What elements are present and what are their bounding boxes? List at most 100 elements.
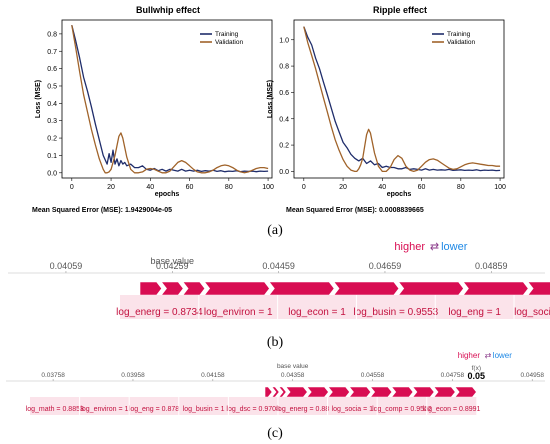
ripple-x-axis: 0 20 40 60 80 100 [302, 178, 506, 191]
force-positive-segment [306, 386, 329, 398]
force-tick-label: 0.04158 [201, 372, 225, 379]
y-tick-label: 0.2 [279, 143, 289, 150]
force-positive-feature-label: log_energ = 0.88 [276, 406, 329, 413]
force-positive-segment [327, 386, 350, 398]
y-tick-label: 0.6 [279, 90, 289, 97]
y-tick-label: 0.5 [47, 83, 57, 90]
force-tick-label: 0.04059 [50, 261, 83, 271]
x-tick-label: 80 [225, 184, 233, 191]
x-tick-label: 80 [457, 184, 465, 191]
bullwhip-ylabel: Loss (MSE) [35, 80, 42, 118]
force-tick-label: 0.04958 [520, 372, 544, 379]
arrows-icon: ⇄ [485, 351, 492, 360]
force-positive-tail-segment [139, 281, 162, 296]
force-positive-tail-segment [264, 386, 273, 398]
figure-label-b: (b) [267, 335, 284, 350]
force-tick-label: 0.04259 [156, 261, 189, 271]
fx-value: 0.05 [468, 371, 486, 381]
force-positive-segment [268, 281, 335, 296]
force-positive-segment [348, 386, 372, 398]
force-positive-feature-label: log_comp = 0.9522 [372, 406, 432, 413]
force-positive-segment [370, 386, 393, 398]
ripple-series [303, 26, 501, 173]
force-positive-feature-label: log_busin = 1 [183, 406, 225, 413]
bullwhip-x-axis: 0 20 40 60 80 100 [70, 178, 274, 191]
ripple-y-axis: 0.0 0.2 0.4 0.6 0.8 1.0 [279, 37, 294, 176]
bullwhip-chart-title: Bullwhip effect [136, 5, 200, 15]
force-label-band [30, 397, 477, 415]
bullwhip-y-axis: 0.0 0.1 0.2 0.3 0.4 0.5 0.6 0.7 0.8 [47, 31, 62, 177]
force-tick-label: 0.04558 [361, 372, 385, 379]
force-tick-label: 0.04758 [441, 372, 465, 379]
force-positive-segment [527, 281, 550, 296]
higher-label: higher [458, 351, 481, 360]
force-positive-segment [454, 386, 477, 398]
force-tick-label: 0.03958 [121, 372, 145, 379]
ripple-legend-training: Training [447, 31, 471, 38]
force-tick-label: 0.04358 [281, 372, 305, 379]
force-positive-segment [412, 386, 435, 398]
higher-label: higher [394, 241, 425, 253]
bullwhip-chart: Bullwhip effect 0.0 0.1 0.2 0.3 0.4 0.5 0.6 0.7… [32, 5, 274, 214]
fx-label: f(x) [472, 365, 481, 372]
bullwhip-series [71, 25, 269, 174]
force-positive-tail-segment [160, 281, 184, 296]
bullwhip-legend-training: Training [215, 31, 239, 38]
ripple-xlabel: epochs [387, 191, 412, 198]
force-positive-segment [398, 281, 464, 296]
ripple-chart: Ripple effect 0.0 0.2 0.4 0.6 0.8 1.0 0 20 40 60… [267, 5, 506, 214]
figure-label-a: (a) [267, 223, 283, 238]
x-tick-label: 40 [146, 184, 154, 191]
series-line-training [71, 25, 269, 173]
force-positive-segment [204, 281, 270, 296]
bullwhip-xlabel: epochs [155, 191, 180, 198]
force-positive-feature-label: log_econ = 1 [288, 307, 346, 318]
x-tick-label: 60 [186, 184, 194, 191]
ripple-ylabel: Loss (MSE) [267, 80, 274, 118]
force-positive-tail-segment [278, 386, 287, 398]
ripple-chart-title: Ripple effect [373, 5, 427, 15]
y-tick-label: 0.0 [279, 169, 289, 176]
bullwhip-legend-validation: Validation [215, 39, 243, 46]
x-tick-label: 40 [378, 184, 386, 191]
force-positive-feature-label: log_socia = 1 [332, 406, 374, 413]
y-tick-label: 0.6 [47, 66, 57, 73]
y-tick-label: 0.4 [47, 101, 57, 108]
force-positive-feature-label: log_environ = 1 [204, 307, 273, 318]
force-positive-feature-label: log_eng = 0.878 [129, 406, 180, 413]
force-plot-c: higher ⇄ lower 0.03758 0.03958 0.04158 0.04358… [6, 351, 545, 415]
x-tick-label: 20 [107, 184, 115, 191]
lower-label: lower [493, 351, 512, 360]
force-positive-segment [333, 281, 400, 296]
bullwhip-legend: Training Validation [200, 31, 243, 46]
force-tick-label: 0.04659 [369, 261, 402, 271]
y-tick-label: 0.7 [47, 49, 57, 56]
force-plot-b: higher ⇄ lower 0.04059 0.04259 0.04459 0.04659… [8, 241, 550, 319]
force-tick-label: 0.04859 [475, 261, 508, 271]
lower-label: lower [441, 241, 468, 253]
force-positive-segment [391, 386, 414, 398]
force-positive-tail-segment [182, 281, 206, 296]
bullwhip-plot-frame [61, 19, 273, 179]
x-tick-label: 100 [262, 184, 274, 191]
force-positive-segment [433, 386, 456, 398]
force-positive-feature-label: log_busin = 0.9553 [353, 307, 438, 318]
arrows-icon: ⇄ [430, 241, 439, 253]
force-positive-feature-label: log_socia = 0.982 [514, 307, 550, 318]
ripple-plot-frame [293, 19, 505, 179]
force-positive-segment [285, 386, 308, 398]
y-tick-label: 0.8 [47, 31, 57, 38]
base-value-label: base value [151, 256, 195, 266]
y-tick-label: 1.0 [279, 37, 289, 44]
figure-label-c: (c) [267, 426, 283, 441]
y-tick-label: 0.0 [47, 170, 57, 177]
force-positive-feature-label: log_eng = 1 [448, 307, 501, 318]
ripple-mse-footer: Mean Squared Error (MSE): 0.0008839665 [286, 207, 424, 214]
force-positive-feature-label: log_dsc = 0.9708 [226, 406, 280, 413]
force-positive-feature-label: log_math = 0.8853 [26, 406, 84, 413]
force-positive-segment [462, 281, 529, 296]
y-tick-label: 0.1 [47, 153, 57, 160]
series-line-validation [303, 26, 501, 173]
force-positive-feature-label: log_econ = 0.8991 [423, 406, 481, 413]
y-tick-label: 0.8 [279, 64, 289, 71]
